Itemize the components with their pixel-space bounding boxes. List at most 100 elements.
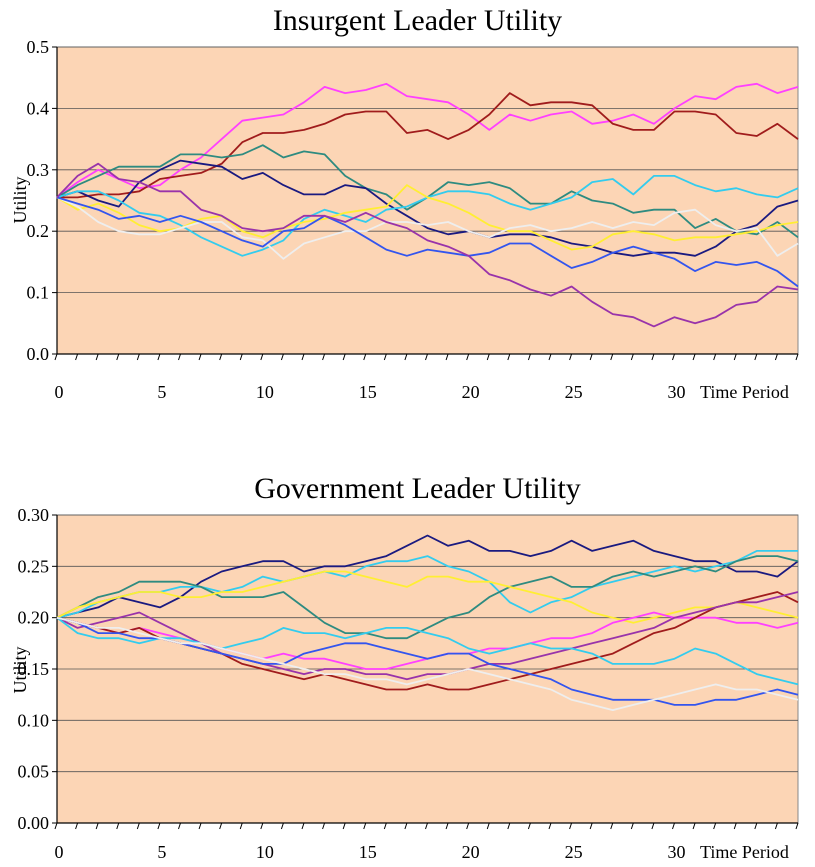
- series-line-3: [56, 570, 799, 624]
- x-tick: [342, 822, 346, 830]
- series-line-9: [56, 616, 799, 711]
- x-tick-label: 30: [668, 842, 686, 862]
- x-axis-label: Time Period: [700, 842, 789, 862]
- x-tick: [54, 353, 58, 361]
- x-tick: [548, 822, 552, 830]
- x-tick: [733, 353, 737, 361]
- x-tick: [363, 822, 367, 830]
- series-line-6: [56, 196, 799, 260]
- x-tick: [610, 353, 614, 361]
- x-tick: [466, 822, 470, 830]
- x-tick: [486, 822, 490, 830]
- x-tick: [651, 353, 655, 361]
- series-line-3: [56, 159, 799, 257]
- x-tick: [548, 353, 552, 361]
- x-tick: [486, 353, 490, 361]
- x-tick: [260, 353, 264, 361]
- x-tick: [672, 822, 675, 830]
- x-tick: [404, 822, 408, 830]
- x-tick: [198, 353, 202, 361]
- x-tick-label: 15: [359, 842, 377, 862]
- y-axis-label: Utility: [10, 176, 30, 223]
- x-tick: [610, 822, 614, 830]
- x-tick: [342, 353, 346, 361]
- series-line-6: [56, 591, 799, 681]
- x-tick: [136, 353, 140, 361]
- x-tick: [774, 353, 778, 361]
- x-tick: [507, 353, 511, 361]
- x-tick: [445, 353, 449, 361]
- x-tick-label: 0: [55, 842, 64, 862]
- y-axis-label: Utility: [10, 646, 30, 693]
- y-tick-label: 0.25: [18, 556, 50, 576]
- x-tick: [425, 353, 428, 361]
- chart-1: Government Leader Utility 0.00 0.05 0.10 0.1…: [10, 472, 799, 862]
- x-tick: [239, 353, 243, 361]
- y-tick-label: 0.5: [27, 37, 50, 57]
- x-tick: [178, 822, 181, 830]
- x-tick: [219, 353, 223, 361]
- x-tick-label: 25: [565, 382, 583, 402]
- x-tick: [280, 822, 284, 830]
- x-tick-label: 30: [668, 382, 686, 402]
- chart-0: Insurgent Leader Utility 0.0 0.1 0.2 0.3 0.4 0…: [10, 4, 799, 402]
- x-tick: [95, 822, 99, 830]
- x-tick-label: 25: [565, 842, 583, 862]
- x-tick: [260, 822, 264, 830]
- x-tick: [527, 822, 531, 830]
- x-tick: [239, 822, 243, 830]
- x-axis-label: Time Period: [700, 382, 789, 402]
- x-tick: [466, 353, 470, 361]
- x-tick: [157, 353, 161, 361]
- x-tick: [795, 353, 799, 361]
- x-tick: [95, 353, 99, 361]
- x-tick: [507, 822, 511, 830]
- x-tick: [75, 822, 79, 830]
- plot-area: [56, 46, 799, 355]
- y-tick-label: 0.10: [18, 710, 50, 730]
- x-tick: [116, 822, 120, 830]
- x-tick: [322, 822, 326, 830]
- x-tick: [569, 353, 573, 361]
- x-tick: [198, 822, 202, 830]
- x-tick: [630, 353, 634, 361]
- x-tick: [136, 822, 140, 830]
- y-tick-label: 0.05: [18, 762, 50, 782]
- x-tick-label: 20: [462, 382, 480, 402]
- x-tick: [527, 353, 531, 361]
- x-tick: [116, 353, 120, 361]
- y-tick-label: 0.2: [27, 221, 50, 241]
- series-line-1: [57, 92, 799, 199]
- x-tick: [383, 353, 387, 361]
- x-tick: [589, 822, 593, 830]
- y-tick-label: 0.30: [18, 505, 50, 525]
- x-tick-label: 0: [55, 382, 64, 402]
- y-tick-label: 0.3: [27, 160, 50, 180]
- series-line-8: [56, 162, 799, 328]
- x-tick-label: 10: [256, 842, 274, 862]
- x-tick-label: 10: [256, 382, 274, 402]
- x-tick-label: 5: [157, 382, 166, 402]
- x-tick: [713, 353, 717, 361]
- x-tick: [651, 822, 655, 830]
- x-tick: [219, 822, 223, 830]
- series-line-2: [56, 555, 799, 640]
- x-tick: [733, 822, 737, 830]
- x-tick: [445, 822, 449, 830]
- y-tick-label: 0.4: [27, 98, 50, 118]
- series-line-0: [56, 82, 799, 199]
- x-tick: [692, 353, 696, 361]
- series-line-1: [56, 550, 798, 619]
- x-tick: [157, 822, 161, 830]
- x-tick: [630, 822, 634, 830]
- x-tick: [754, 822, 758, 830]
- x-tick-label: 20: [462, 842, 480, 862]
- chart-title: Insurgent Leader Utility: [273, 4, 562, 37]
- x-tick: [713, 822, 717, 830]
- x-tick: [301, 353, 305, 361]
- x-tick: [280, 353, 284, 361]
- x-tick: [795, 822, 799, 830]
- y-tick-label: 0.00: [18, 813, 50, 833]
- chart-title: Government Leader Utility: [254, 472, 581, 505]
